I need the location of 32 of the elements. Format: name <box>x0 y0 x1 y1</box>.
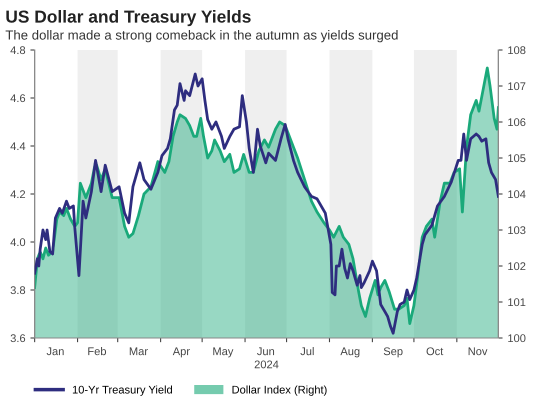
x-tick-label: Mar <box>130 347 148 356</box>
x-tick-label: Jun <box>257 347 274 356</box>
chart-title: US Dollar and Treasury Yields <box>6 10 251 26</box>
chart-subtitle: The dollar made a strong comeback in the autumn as yields surged <box>6 30 398 42</box>
y-tick-label: 4.0 <box>10 238 26 246</box>
y2-tick-label: 100 <box>508 334 526 342</box>
legend-label: Dollar Index (Right) <box>232 385 327 396</box>
y2-tick-label: 101 <box>508 298 526 306</box>
y2-tick-label: 102 <box>508 262 526 270</box>
y2-tick-label: 103 <box>508 226 526 234</box>
legend-label: 10-Yr Treasury Yield <box>72 385 172 396</box>
x-tick-label: Feb <box>88 347 106 356</box>
y2-tick-label: 107 <box>508 82 526 90</box>
y2-tick-label: 104 <box>508 190 526 198</box>
x-tick-label: Apr <box>172 347 190 358</box>
x-tick-label: Oct <box>426 347 444 356</box>
y-tick-label: 4.4 <box>10 142 26 150</box>
y2-tick-label: 105 <box>508 154 526 162</box>
x-tick-label: Jan <box>46 347 64 356</box>
x-tick-label: Jul <box>300 347 314 356</box>
y-tick-label: 4.8 <box>10 46 26 54</box>
y2-tick-label: 106 <box>508 118 526 126</box>
y2-tick-label: 108 <box>508 46 526 54</box>
x-tick-label: Sep <box>384 347 403 358</box>
x-tick-label: Aug <box>340 347 360 358</box>
y-tick-label: 4.2 <box>10 190 26 198</box>
y-tick-label: 3.8 <box>10 286 26 294</box>
x-tick-label: May <box>213 347 234 358</box>
y-tick-label: 4.6 <box>10 94 26 102</box>
x-axis-title: 2024 <box>254 360 279 368</box>
y-tick-label: 3.6 <box>10 334 26 342</box>
x-tick-label: Nov <box>468 347 488 356</box>
